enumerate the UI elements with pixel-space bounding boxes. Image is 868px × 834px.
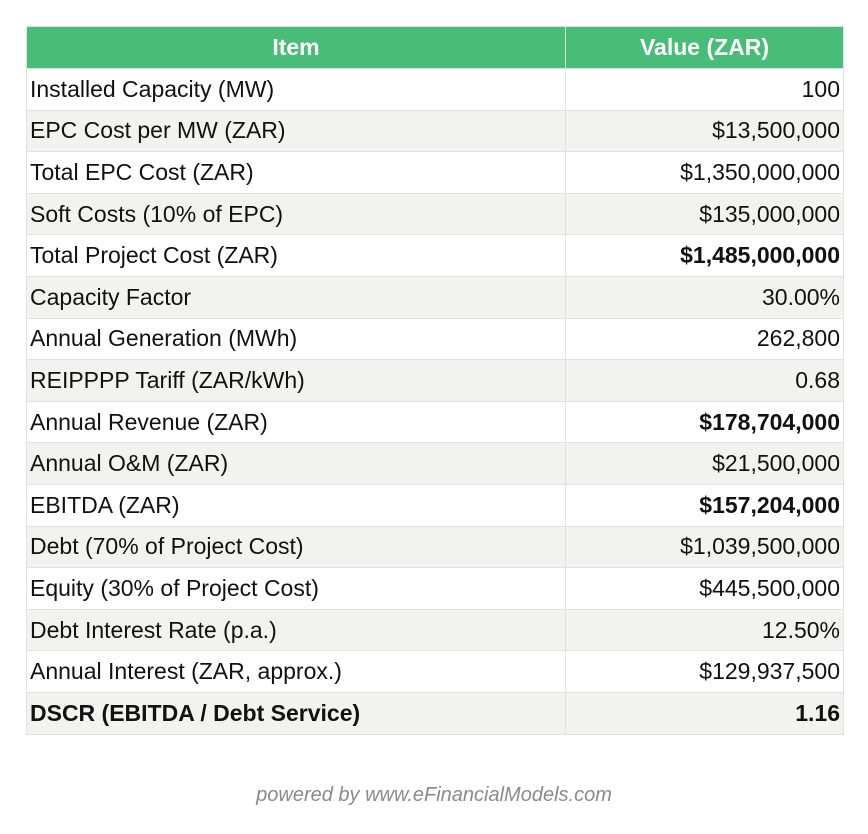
- row-item-label: Installed Capacity (MW): [26, 68, 566, 111]
- table-row: Annual Revenue (ZAR) $178,704,000: [26, 400, 844, 444]
- row-value: $1,485,000,000: [565, 234, 844, 277]
- row-value: $1,039,500,000: [565, 525, 844, 569]
- table-row: REIPPPP Tariff (ZAR/kWh) 0.68: [26, 359, 844, 402]
- row-item-label: Annual Generation (MWh): [26, 317, 566, 361]
- row-item-label: Capacity Factor: [26, 275, 566, 319]
- table-row: EBITDA (ZAR) $157,204,000: [26, 483, 844, 527]
- table-row: Debt (70% of Project Cost) $1,039,500,000: [26, 525, 844, 569]
- table-row: Annual Generation (MWh) 262,800: [26, 317, 844, 361]
- row-value: $13,500,000: [565, 109, 844, 153]
- table-header-row: Item Value (ZAR): [26, 26, 844, 69]
- row-value: 100: [565, 68, 844, 111]
- row-value: 30.00%: [565, 275, 844, 319]
- table-row: Annual Interest (ZAR, approx.) $129,937,5…: [26, 650, 844, 693]
- row-item-label: Equity (30% of Project Cost): [26, 567, 566, 610]
- row-item-label: Annual O&M (ZAR): [26, 442, 566, 485]
- table-row: Total Project Cost (ZAR) $1,485,000,000: [26, 234, 844, 277]
- row-value: $445,500,000: [565, 567, 844, 610]
- row-item-label: DSCR (EBITDA / Debt Service): [26, 691, 566, 735]
- row-value: $157,204,000: [565, 483, 844, 527]
- financial-summary-table-container: Item Value (ZAR) Installed Capacity (MW)…: [26, 26, 844, 735]
- table-row: Capacity Factor 30.00%: [26, 275, 844, 319]
- row-item-label: EPC Cost per MW (ZAR): [26, 109, 566, 153]
- column-header-item: Item: [26, 26, 566, 69]
- row-value: $21,500,000: [565, 442, 844, 485]
- table-row: Soft Costs (10% of EPC) $135,000,000: [26, 192, 844, 236]
- row-item-label: Total EPC Cost (ZAR): [26, 151, 566, 194]
- row-item-label: EBITDA (ZAR): [26, 483, 566, 527]
- row-value: $178,704,000: [565, 400, 844, 444]
- row-item-label: Soft Costs (10% of EPC): [26, 192, 566, 236]
- row-value: 262,800: [565, 317, 844, 361]
- row-value: 0.68: [565, 359, 844, 402]
- row-item-label: Annual Revenue (ZAR): [26, 400, 566, 444]
- row-value: 12.50%: [565, 608, 844, 652]
- table-row: Annual O&M (ZAR) $21,500,000: [26, 442, 844, 485]
- row-item-label: Debt Interest Rate (p.a.): [26, 608, 566, 652]
- row-value: $129,937,500: [565, 650, 844, 693]
- column-header-value: Value (ZAR): [565, 26, 844, 69]
- row-item-label: Debt (70% of Project Cost): [26, 525, 566, 569]
- row-item-label: Total Project Cost (ZAR): [26, 234, 566, 277]
- table-row: EPC Cost per MW (ZAR) $13,500,000: [26, 109, 844, 153]
- row-value: 1.16: [565, 691, 844, 735]
- table-row: Debt Interest Rate (p.a.) 12.50%: [26, 608, 844, 652]
- table-body: Installed Capacity (MW) 100 EPC Cost per M…: [26, 68, 844, 735]
- table-row: Equity (30% of Project Cost) $445,500,000: [26, 567, 844, 610]
- table-row: DSCR (EBITDA / Debt Service) 1.16: [26, 691, 844, 735]
- powered-by-footer: powered by www.eFinancialModels.com: [256, 784, 612, 806]
- row-value: $135,000,000: [565, 192, 844, 236]
- row-item-label: Annual Interest (ZAR, approx.): [26, 650, 566, 693]
- row-value: $1,350,000,000: [565, 151, 844, 194]
- row-item-label: REIPPPP Tariff (ZAR/kWh): [26, 359, 566, 402]
- table-row: Installed Capacity (MW) 100: [26, 68, 844, 111]
- financial-summary-table: Item Value (ZAR) Installed Capacity (MW)…: [26, 26, 844, 735]
- table-row: Total EPC Cost (ZAR) $1,350,000,000: [26, 151, 844, 194]
